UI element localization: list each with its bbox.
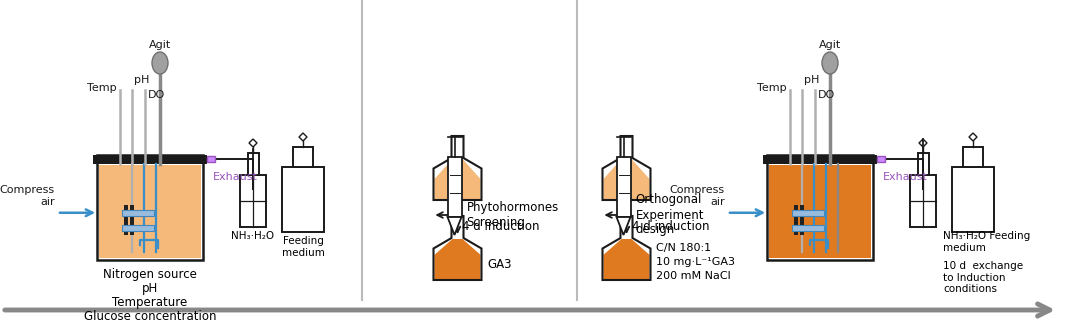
Text: pH: pH: [134, 75, 149, 85]
Text: 4 d induction: 4 d induction: [632, 221, 709, 234]
Ellipse shape: [152, 52, 168, 74]
Text: Agit: Agit: [819, 40, 841, 50]
Polygon shape: [617, 217, 630, 235]
Text: Temperature: Temperature: [113, 296, 187, 309]
Text: Temp: Temp: [87, 83, 117, 93]
Bar: [97, 155, 203, 260]
Bar: [800, 205, 804, 235]
Bar: [963, 147, 983, 167]
Text: DO: DO: [818, 90, 835, 100]
Polygon shape: [435, 159, 480, 199]
Polygon shape: [604, 239, 650, 279]
Text: Agit: Agit: [149, 40, 171, 50]
Polygon shape: [435, 239, 480, 279]
Bar: [283, 209, 323, 231]
Bar: [876, 156, 885, 162]
Text: Exhaust: Exhaust: [883, 172, 928, 182]
Polygon shape: [604, 159, 650, 199]
Bar: [282, 167, 324, 232]
Text: Orthogonal
Experiment
design: Orthogonal Experiment design: [636, 193, 704, 237]
Text: 10 mg·L⁻¹GA3: 10 mg·L⁻¹GA3: [656, 257, 736, 267]
Bar: [792, 210, 824, 216]
Bar: [122, 225, 154, 231]
Bar: [130, 205, 134, 235]
Text: NH₃·H₂O: NH₃·H₂O: [231, 231, 275, 241]
Bar: [93, 155, 207, 164]
Text: NH₃·H₂O Feeding
medium: NH₃·H₂O Feeding medium: [943, 231, 1030, 253]
Bar: [247, 153, 259, 175]
Text: pH: pH: [804, 75, 819, 85]
Text: pH: pH: [142, 282, 158, 295]
Bar: [207, 156, 215, 162]
Text: Feeding
medium: Feeding medium: [281, 236, 325, 258]
Bar: [240, 175, 266, 227]
Text: DO: DO: [148, 90, 165, 100]
Bar: [910, 175, 936, 227]
Text: C/N 180:1: C/N 180:1: [656, 243, 711, 253]
Text: 4 d induction: 4 d induction: [462, 221, 540, 234]
Bar: [952, 167, 994, 232]
Text: Compress
air: Compress air: [0, 185, 55, 207]
Bar: [99, 165, 201, 258]
Bar: [617, 157, 630, 217]
Polygon shape: [447, 217, 461, 235]
Text: GA3: GA3: [488, 259, 512, 272]
Bar: [794, 205, 798, 235]
Polygon shape: [299, 133, 307, 141]
Bar: [953, 209, 993, 231]
Text: Glucose concentration: Glucose concentration: [84, 310, 216, 323]
Bar: [767, 155, 873, 260]
Ellipse shape: [822, 52, 838, 74]
Text: Compress
air: Compress air: [670, 185, 725, 207]
Bar: [124, 205, 128, 235]
Polygon shape: [969, 133, 977, 141]
Bar: [293, 147, 313, 167]
Bar: [122, 210, 154, 216]
Polygon shape: [919, 139, 927, 147]
Text: Exhaust: Exhaust: [213, 172, 258, 182]
Bar: [792, 225, 824, 231]
Bar: [918, 153, 929, 175]
Bar: [769, 165, 871, 258]
Text: Nitrogen source: Nitrogen source: [103, 268, 197, 281]
Bar: [763, 155, 876, 164]
Text: Temp: Temp: [757, 83, 787, 93]
Text: 10 d  exchange
to Induction
conditions: 10 d exchange to Induction conditions: [943, 261, 1023, 294]
Bar: [447, 157, 461, 217]
Polygon shape: [249, 139, 257, 147]
Text: 200 mM NaCl: 200 mM NaCl: [656, 271, 732, 281]
Text: Phytohormones
Screening: Phytohormones Screening: [466, 201, 559, 229]
